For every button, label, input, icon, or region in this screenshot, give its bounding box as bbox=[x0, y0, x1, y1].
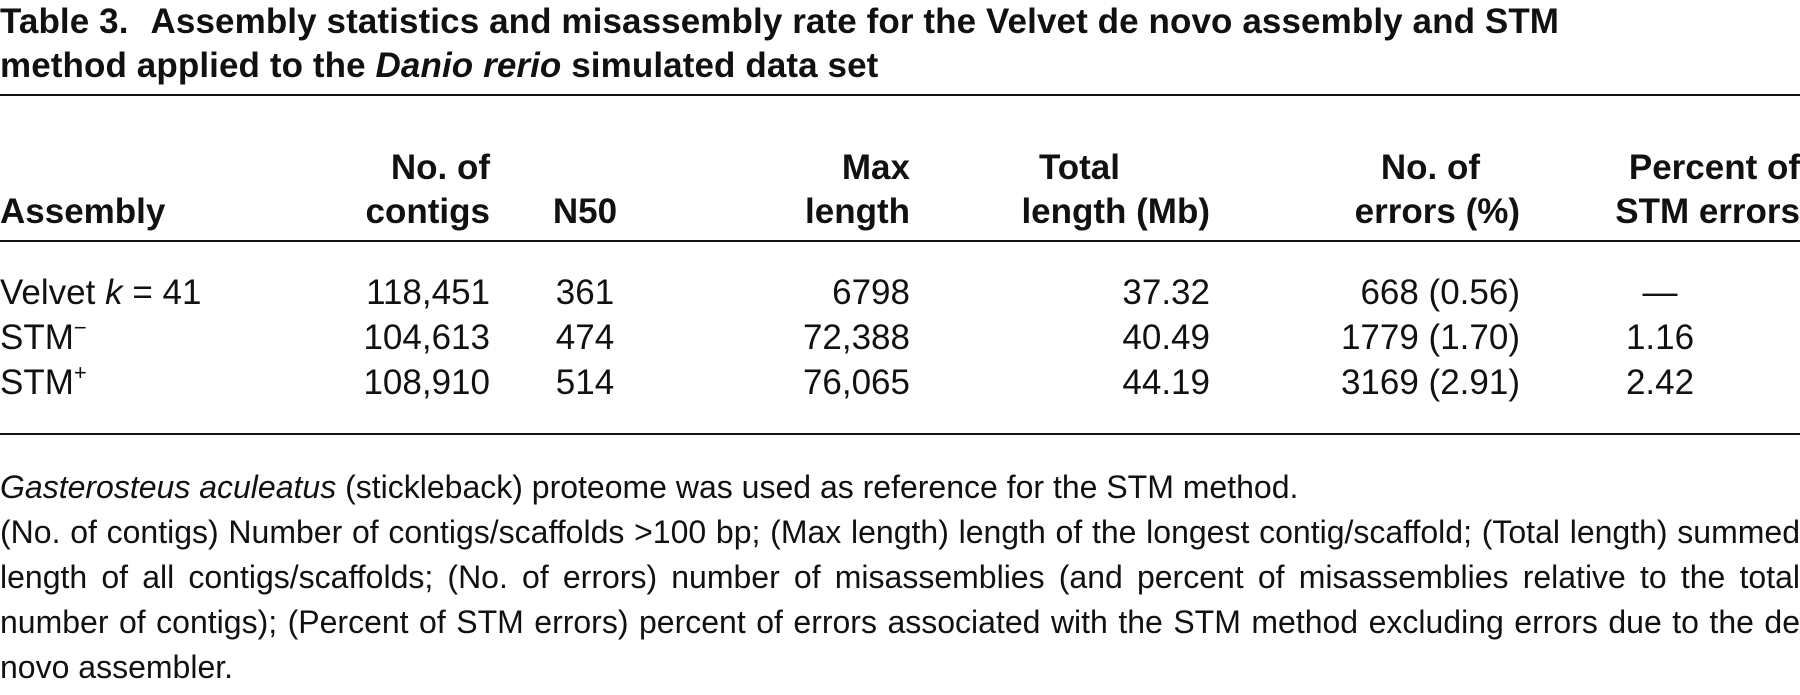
caption-title-line-2-post: simulated data set bbox=[571, 46, 879, 85]
cell-assembly: Velvet k = 41 bbox=[0, 270, 300, 315]
header-stm-errors-line-2: STM errors bbox=[1615, 192, 1800, 231]
footnote-reference: Gasterosteus aculeatus (stickleback) pro… bbox=[0, 465, 1800, 510]
footnote-definitions: (No. of contigs) Number of contigs/scaff… bbox=[0, 514, 1800, 685]
cell-n50: 514 bbox=[555, 363, 615, 402]
header-assembly-label: Assembly bbox=[0, 192, 166, 231]
header-n50-label: N50 bbox=[552, 192, 618, 231]
cell-assembly-superscript: + bbox=[73, 360, 87, 385]
cell-max-length: 76,065 bbox=[802, 363, 910, 402]
header-max-length-line-2: length bbox=[805, 192, 910, 231]
assembly-statistics-table: Assembly No. of contigs N50 Max length Tot… bbox=[0, 110, 1800, 405]
cell-assembly: STM+ bbox=[0, 360, 300, 405]
header-total-length: Total length (Mb) bbox=[910, 110, 1210, 234]
cell-n50: 361 bbox=[555, 273, 615, 312]
cell-contigs: 118,451 bbox=[366, 273, 490, 312]
cell-assembly-name: STM bbox=[0, 318, 74, 357]
caption-title-line-2-pre: method applied to the bbox=[0, 46, 366, 85]
table-caption: Table 3. Assembly statistics and misassem… bbox=[0, 0, 1800, 88]
cell-assembly-name: Velvet bbox=[0, 273, 96, 312]
header-body-spacer bbox=[0, 234, 1800, 270]
cell-assembly: STM− bbox=[0, 315, 300, 360]
cell-max-length: 72,388 bbox=[802, 318, 910, 357]
cell-errors: 1779 (1.70) bbox=[1340, 318, 1520, 357]
table-row: Velvet k = 41 118,451 361 6798 37.32 668… bbox=[0, 270, 1800, 315]
cell-assembly-k: k bbox=[105, 273, 123, 312]
cell-stm-errors: 1.16 bbox=[1625, 318, 1695, 357]
header-errors-line-2: errors (%) bbox=[1354, 192, 1520, 231]
cell-n50: 474 bbox=[555, 318, 615, 357]
table-row: STM− 104,613 474 72,388 40.49 1779 (1.70… bbox=[0, 315, 1800, 360]
cell-stm-errors: — bbox=[1642, 273, 1678, 312]
header-errors: No. of errors (%) bbox=[1210, 110, 1520, 234]
footnote-species-name: Gasterosteus aculeatus bbox=[0, 469, 337, 505]
footnote-reference-text: (stickleback) proteome was used as refer… bbox=[345, 469, 1299, 505]
bottom-rule bbox=[0, 433, 1800, 435]
header-contigs-line-2: contigs bbox=[365, 192, 490, 231]
header-max-length-line-1: Max bbox=[841, 148, 910, 187]
cell-total-length: 37.32 bbox=[1122, 273, 1210, 312]
header-contigs: No. of contigs bbox=[300, 110, 490, 234]
header-n50: N50 bbox=[490, 110, 680, 234]
cell-errors: 668 (0.56) bbox=[1360, 273, 1520, 312]
table-footnotes: Gasterosteus aculeatus (stickleback) pro… bbox=[0, 465, 1800, 690]
cell-max-length: 6798 bbox=[832, 273, 910, 312]
caption-line-2: method applied to the Danio rerio simula… bbox=[0, 44, 1800, 88]
header-rule bbox=[0, 240, 1800, 242]
header-contigs-line-1: No. of bbox=[390, 148, 490, 187]
caption-line-1: Table 3. Assembly statistics and misassem… bbox=[0, 0, 1800, 44]
caption-label: Table 3. bbox=[0, 2, 129, 41]
header-row: Assembly No. of contigs N50 Max length Tot… bbox=[0, 110, 1800, 234]
header-errors-line-1: No. of bbox=[1380, 148, 1480, 187]
cell-assembly-superscript: − bbox=[73, 315, 87, 340]
header-assembly: Assembly bbox=[0, 110, 300, 234]
cell-total-length: 40.49 bbox=[1122, 318, 1210, 357]
cell-contigs: 104,613 bbox=[363, 318, 490, 357]
caption-species-name: Danio rerio bbox=[375, 46, 562, 85]
cell-stm-errors: 2.42 bbox=[1625, 363, 1695, 402]
header-total-length-line-1: Total bbox=[1038, 148, 1120, 187]
header-max-length: Max length bbox=[680, 110, 910, 234]
caption-title-line-1: Assembly statistics and misassembly rate… bbox=[150, 2, 1560, 41]
cell-total-length: 44.19 bbox=[1122, 363, 1210, 402]
header-total-length-line-2: length (Mb) bbox=[1021, 192, 1210, 231]
header-stm-errors: Percent of STM errors bbox=[1520, 110, 1800, 234]
cell-assembly-name: STM bbox=[0, 363, 74, 402]
top-rule bbox=[0, 94, 1800, 96]
cell-assembly-k-value: = 41 bbox=[132, 273, 202, 312]
cell-errors: 3169 (2.91) bbox=[1340, 363, 1520, 402]
cell-contigs: 108,910 bbox=[363, 363, 490, 402]
header-stm-errors-line-1: Percent of bbox=[1628, 148, 1800, 187]
table-row: STM+ 108,910 514 76,065 44.19 3169 (2.91… bbox=[0, 360, 1800, 405]
